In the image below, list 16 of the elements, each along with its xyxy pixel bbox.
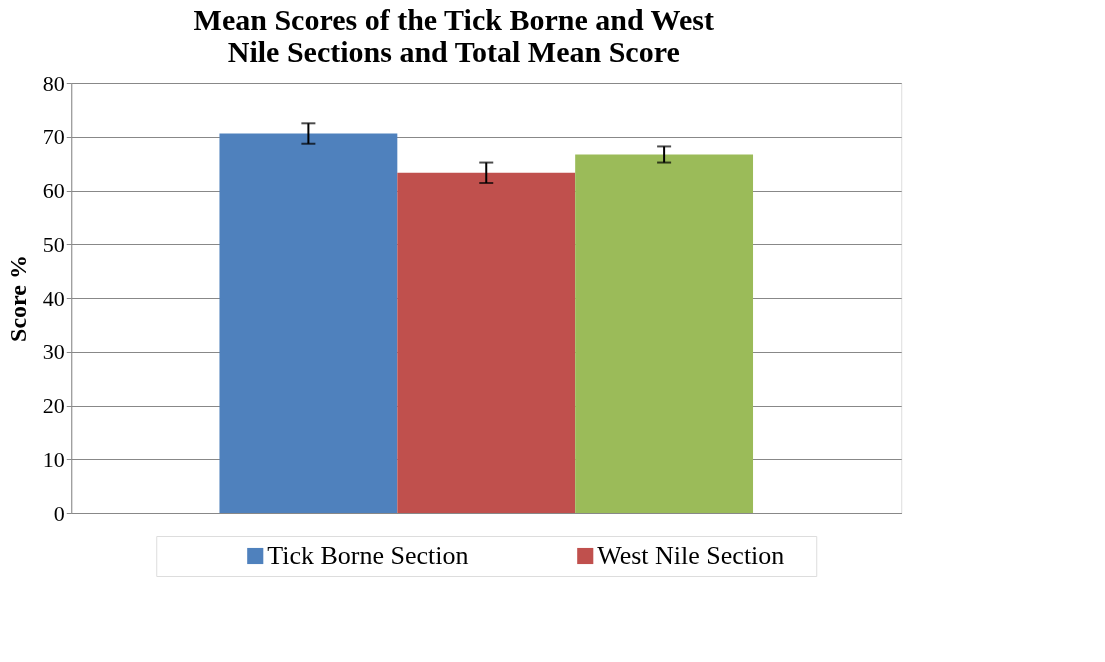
y-tick-label: 40 — [42, 285, 65, 311]
y-axis-title: Score % — [4, 255, 31, 342]
y-tick-label: 20 — [42, 393, 65, 418]
y-tick-label: 30 — [42, 339, 65, 365]
y-tick-label: 60 — [42, 178, 65, 203]
y-tick-label: 10 — [42, 446, 65, 472]
legend-label: Tick Borne Section — [267, 541, 469, 570]
bar — [397, 172, 576, 513]
chart-title: Mean Scores of the Tick Borne and West Nile Sections and Total Mean Score — [193, 2, 714, 68]
legend-label: West Nile Section — [597, 541, 785, 570]
y-tick-label: 50 — [42, 231, 65, 257]
y-tick-label: 80 — [42, 70, 65, 96]
bar — [219, 133, 398, 513]
y-tick-label: 0 — [53, 500, 65, 526]
bar — [575, 154, 754, 513]
y-tick-label: 70 — [42, 124, 65, 150]
